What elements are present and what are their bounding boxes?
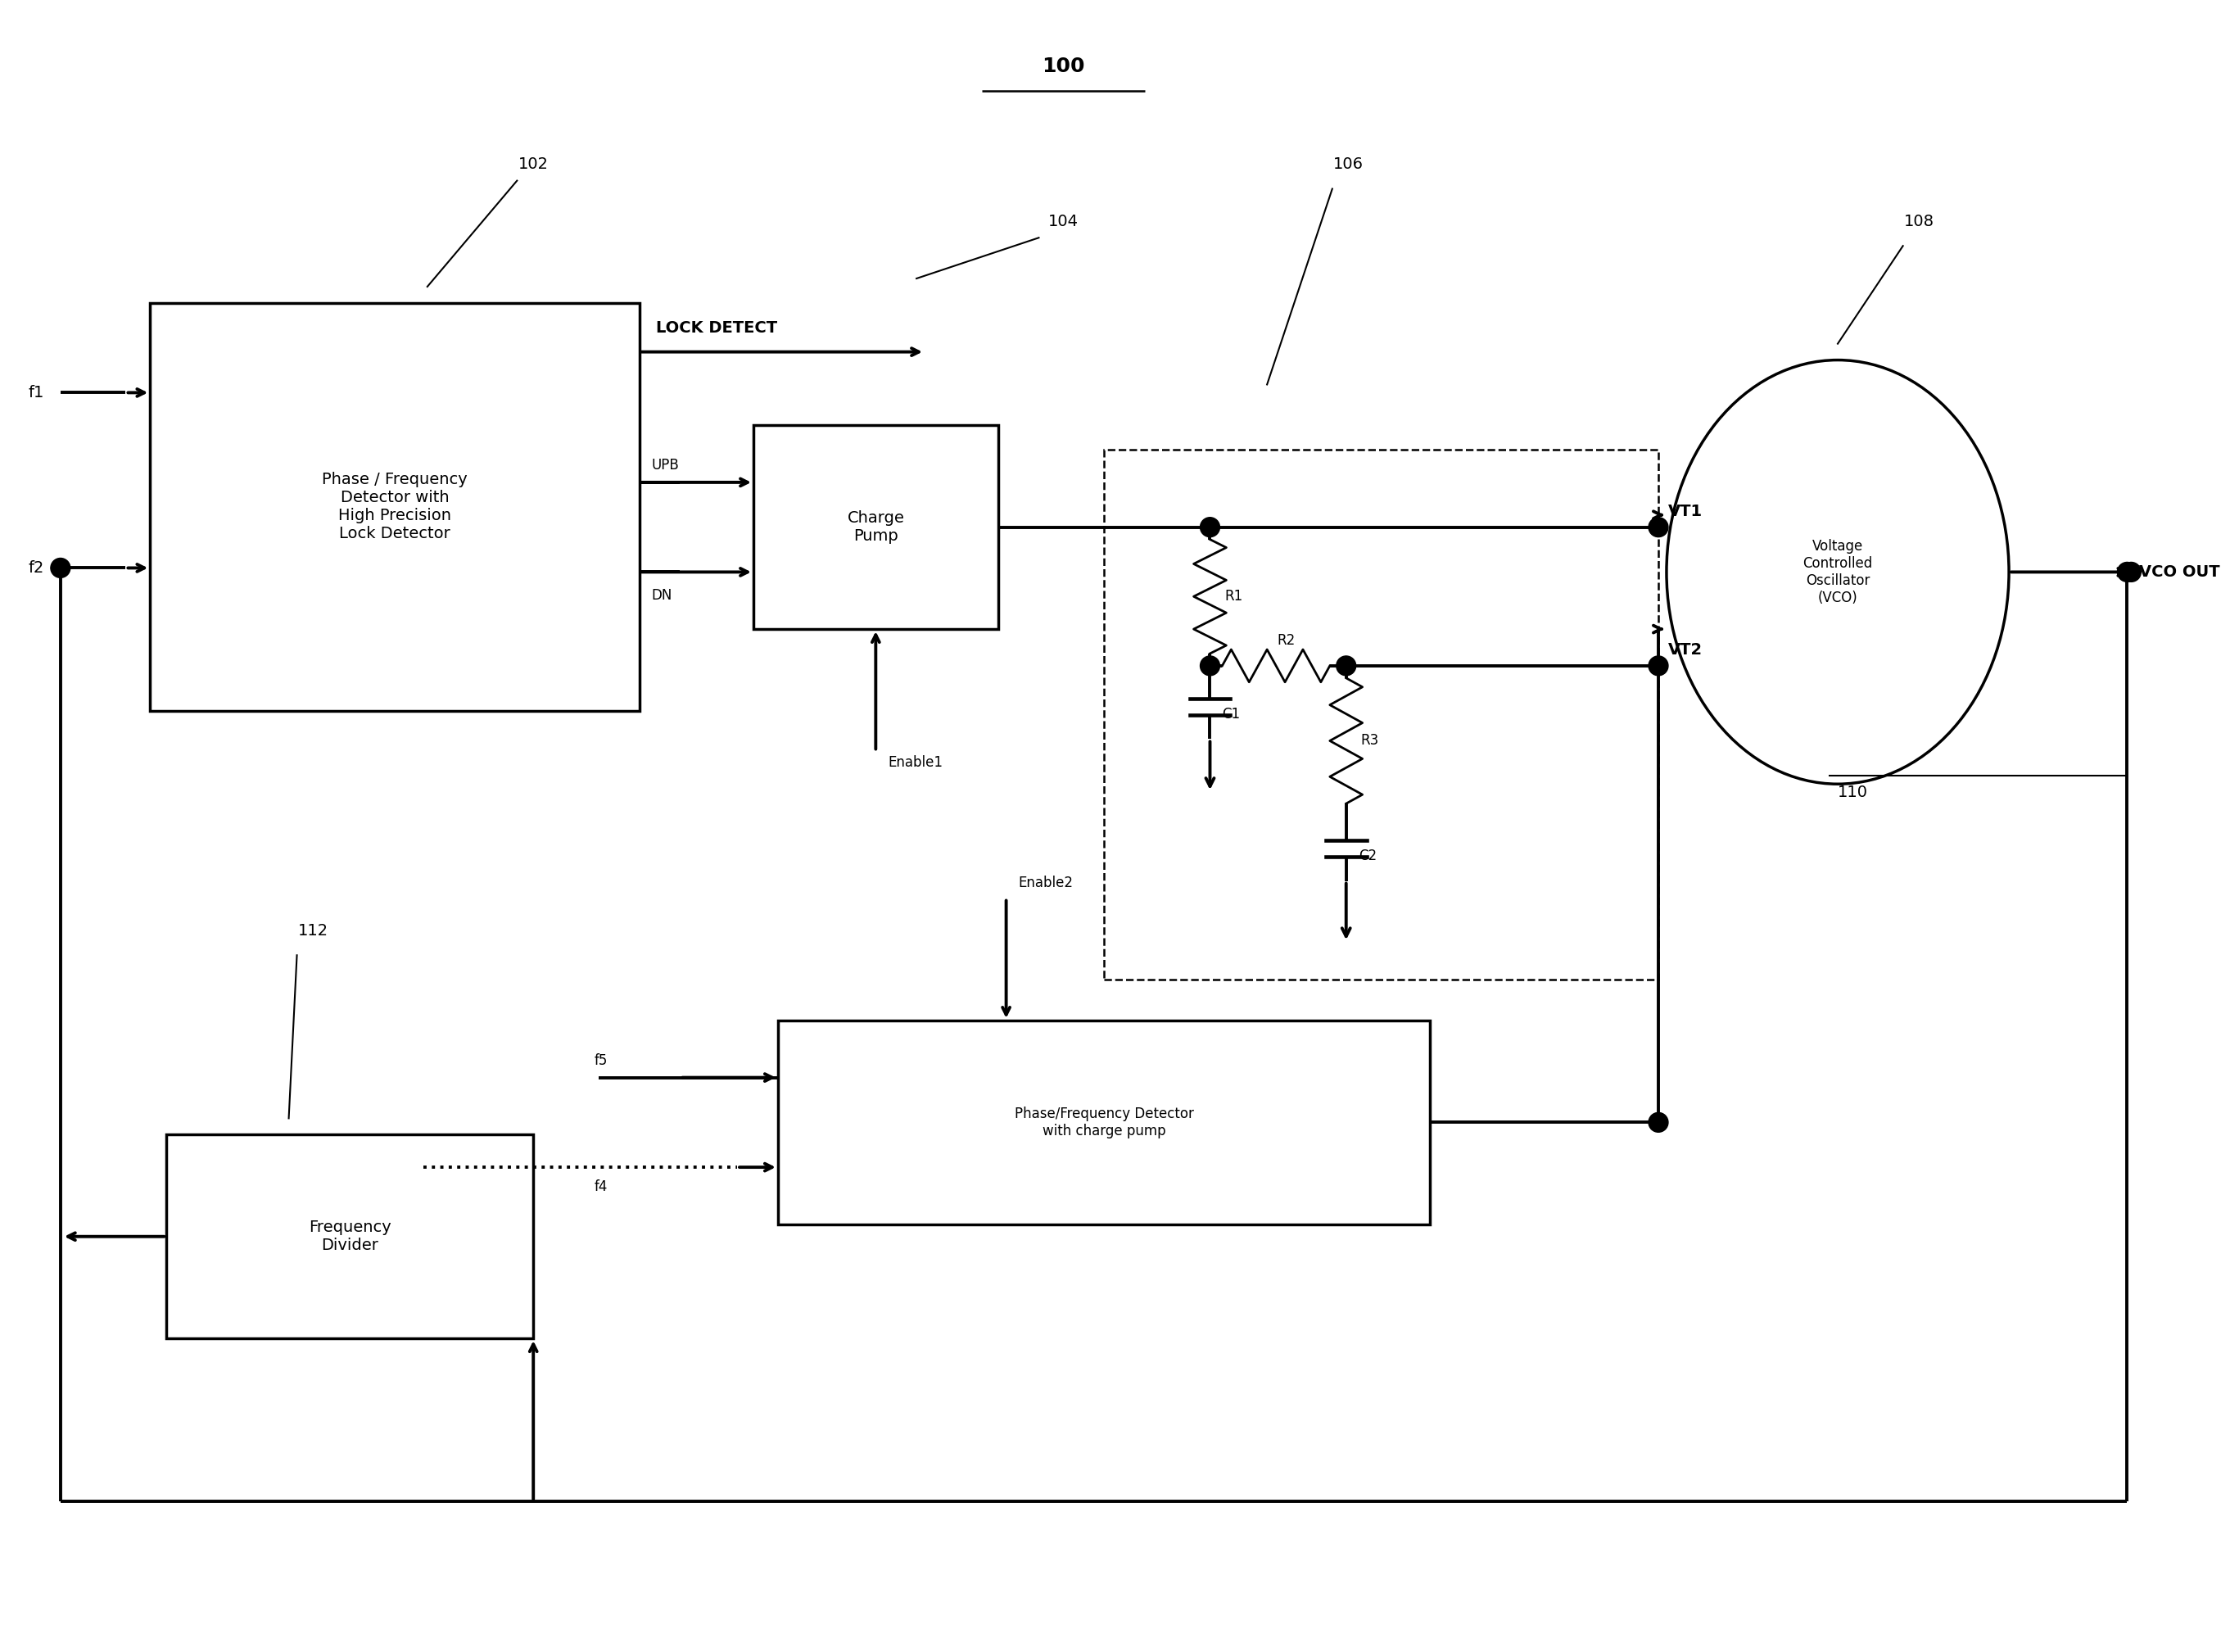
- Bar: [150, 302, 640, 710]
- Circle shape: [1200, 517, 1220, 537]
- Text: f5: f5: [596, 1052, 607, 1067]
- Text: f4: f4: [596, 1180, 607, 1194]
- Text: Enable2: Enable2: [1019, 876, 1072, 890]
- Text: R1: R1: [1225, 590, 1243, 605]
- Circle shape: [1200, 656, 1220, 676]
- Circle shape: [1648, 656, 1668, 676]
- Ellipse shape: [1666, 360, 2008, 785]
- Bar: [755, 425, 999, 629]
- Text: Voltage
Controlled
Oscillator
(VCO): Voltage Controlled Oscillator (VCO): [1802, 539, 1872, 605]
- Text: C2: C2: [1359, 849, 1377, 862]
- Text: 100: 100: [1041, 56, 1084, 76]
- Text: Phase / Frequency
Detector with
High Precision
Lock Detector: Phase / Frequency Detector with High Pre…: [322, 472, 468, 542]
- Text: 104: 104: [1048, 213, 1079, 230]
- Text: DN: DN: [652, 588, 672, 603]
- Text: VT2: VT2: [1668, 643, 1702, 657]
- Text: f2: f2: [27, 560, 45, 577]
- Bar: [777, 1021, 1431, 1224]
- Text: Charge
Pump: Charge Pump: [846, 510, 905, 544]
- Text: 108: 108: [1903, 213, 1934, 230]
- Text: Phase/Frequency Detector
with charge pump: Phase/Frequency Detector with charge pum…: [1014, 1107, 1193, 1138]
- Bar: [166, 1135, 533, 1338]
- Text: C1: C1: [1222, 707, 1240, 722]
- Text: 110: 110: [1838, 785, 1867, 800]
- Circle shape: [2120, 562, 2140, 582]
- Text: f1: f1: [27, 385, 45, 400]
- Text: 102: 102: [517, 157, 549, 172]
- Text: VT1: VT1: [1668, 504, 1702, 519]
- Text: UPB: UPB: [652, 458, 678, 472]
- Text: Frequency
Divider: Frequency Divider: [309, 1219, 392, 1254]
- Circle shape: [51, 558, 69, 578]
- Text: R2: R2: [1276, 633, 1296, 648]
- Circle shape: [1648, 517, 1668, 537]
- Circle shape: [1648, 1112, 1668, 1132]
- Text: R3: R3: [1361, 733, 1379, 748]
- Bar: [1104, 449, 1659, 980]
- Circle shape: [1337, 656, 1357, 676]
- Circle shape: [2118, 562, 2136, 582]
- Text: LOCK DETECT: LOCK DETECT: [656, 320, 777, 335]
- Text: 112: 112: [298, 923, 329, 938]
- Text: VCO OUT: VCO OUT: [2140, 565, 2221, 580]
- Text: 106: 106: [1334, 157, 1364, 172]
- Text: Enable1: Enable1: [889, 755, 943, 770]
